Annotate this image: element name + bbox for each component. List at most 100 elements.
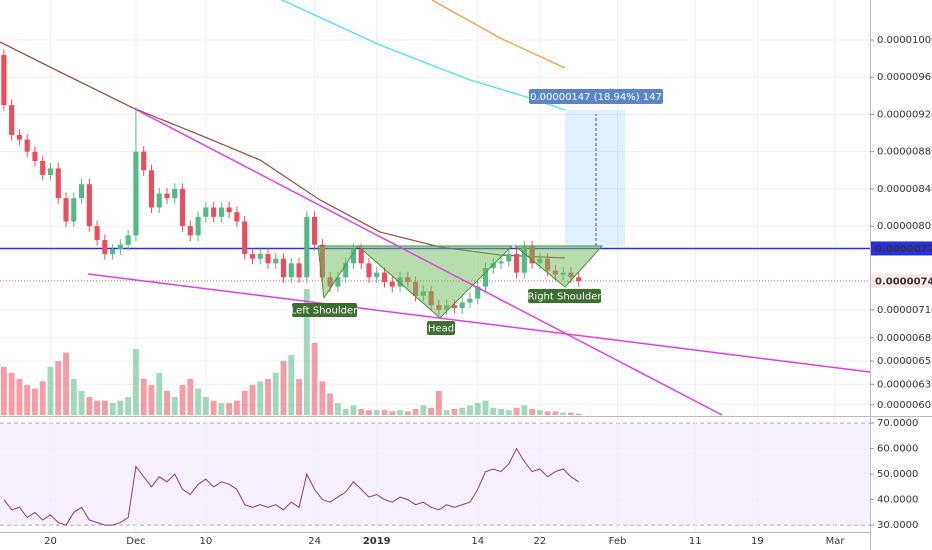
candle-body xyxy=(312,216,318,245)
candle-body xyxy=(374,272,380,278)
candle-body xyxy=(71,198,77,222)
volume-bar xyxy=(381,410,388,415)
volume-bar xyxy=(404,411,411,415)
volume-bar xyxy=(78,391,85,415)
volume-bar xyxy=(482,400,489,415)
volume-bar xyxy=(428,407,435,415)
x-tick-label: 2019 xyxy=(363,536,391,547)
candle-body xyxy=(40,160,46,175)
volume-bar xyxy=(132,349,139,415)
candle-body xyxy=(78,184,85,199)
annotation-box xyxy=(528,289,601,303)
candle-body xyxy=(304,216,310,278)
measure-label-box xyxy=(529,89,663,104)
volume-bar xyxy=(101,400,108,415)
y-tick-label: 60.0000 xyxy=(877,444,918,455)
x-tick-label: 19 xyxy=(751,536,764,547)
y-tick-label: 0.00000920 xyxy=(877,109,932,120)
volume-bar xyxy=(521,405,528,415)
volume-bar xyxy=(94,400,101,415)
y-tick-label: 0.00000960 xyxy=(877,72,932,83)
volume-bar xyxy=(202,397,209,415)
volume-bar xyxy=(179,385,186,415)
volume-bar xyxy=(513,407,520,415)
candle-body xyxy=(249,254,256,259)
trend-line xyxy=(87,273,871,373)
candle-body xyxy=(110,249,116,255)
candle-body xyxy=(195,216,201,236)
candle-body xyxy=(179,188,186,227)
volume-bar xyxy=(257,381,264,415)
y-tick-label: 0.00000840 xyxy=(877,184,932,195)
candle-body xyxy=(280,258,287,278)
candle-body xyxy=(1,54,7,106)
price-tag-label: 0.00000776 xyxy=(875,244,932,255)
candle-body xyxy=(366,263,372,278)
annotation-box xyxy=(427,321,455,335)
price-tag xyxy=(871,274,932,289)
volume-bar xyxy=(265,379,271,415)
annotation: Right Shoulder xyxy=(527,292,602,303)
candle-body xyxy=(576,277,582,282)
volume-bar xyxy=(233,400,240,415)
volume-bar xyxy=(249,385,256,415)
candle-body xyxy=(451,305,457,308)
y-tick-label: 0.00000630 xyxy=(877,379,932,390)
candle-body xyxy=(475,286,481,299)
candle-body xyxy=(296,263,302,278)
candle-body xyxy=(24,139,30,152)
volume-bar xyxy=(529,409,536,415)
candle-body xyxy=(490,263,496,268)
y-tick-label: 0.00000608 xyxy=(877,400,932,411)
volume-bar xyxy=(342,409,349,415)
volume-bar xyxy=(498,409,504,415)
candle-body xyxy=(389,281,395,287)
volume-bar xyxy=(125,397,132,415)
candle-body xyxy=(343,263,349,278)
pattern-shape xyxy=(317,245,359,300)
volume-bar xyxy=(459,407,466,415)
x-tick-label: 24 xyxy=(308,536,321,547)
candle-body xyxy=(16,134,22,140)
candle-body xyxy=(218,207,224,217)
volume-bar xyxy=(350,405,357,415)
y-tick-label: 0.00000800 xyxy=(877,221,932,232)
annotation: Head xyxy=(428,324,454,335)
volume-bar xyxy=(505,410,512,415)
volume-bar xyxy=(280,361,287,415)
volume-bar xyxy=(451,409,458,415)
candle-body xyxy=(273,258,279,264)
candle-body xyxy=(242,221,248,255)
candle-body xyxy=(211,207,217,217)
candle-body xyxy=(506,254,512,262)
volume-bar xyxy=(389,411,396,415)
candle-body xyxy=(9,105,15,135)
y-tick-label: 0.00000880 xyxy=(877,147,932,158)
y-tick-label: 40.0000 xyxy=(877,495,918,506)
x-tick-label: Feb xyxy=(609,536,627,547)
volume-bar xyxy=(366,410,372,415)
volume-bar xyxy=(218,403,225,415)
volume-bar xyxy=(474,403,481,415)
candle-body xyxy=(234,212,240,222)
price-tag-label: 0.00000741 xyxy=(875,277,932,288)
candle-body xyxy=(498,261,504,264)
volume-bar xyxy=(319,381,326,415)
volume-bar xyxy=(435,391,442,415)
volume-bar xyxy=(303,289,310,415)
volume-bar xyxy=(560,412,567,415)
candle-body xyxy=(156,193,162,208)
volume-bar xyxy=(8,373,15,415)
candle-body xyxy=(125,235,131,245)
candle-body xyxy=(63,198,69,222)
x-tick-label: 10 xyxy=(199,536,212,547)
candle-body xyxy=(94,226,100,241)
volume-bar xyxy=(327,393,334,415)
volume-bar xyxy=(397,410,403,415)
overlays-front: Left Shoulder Head Right Shoulder 0.0000… xyxy=(87,89,871,416)
candle-body xyxy=(350,249,357,264)
volume-bar xyxy=(296,379,303,415)
volume-bar xyxy=(187,379,194,415)
